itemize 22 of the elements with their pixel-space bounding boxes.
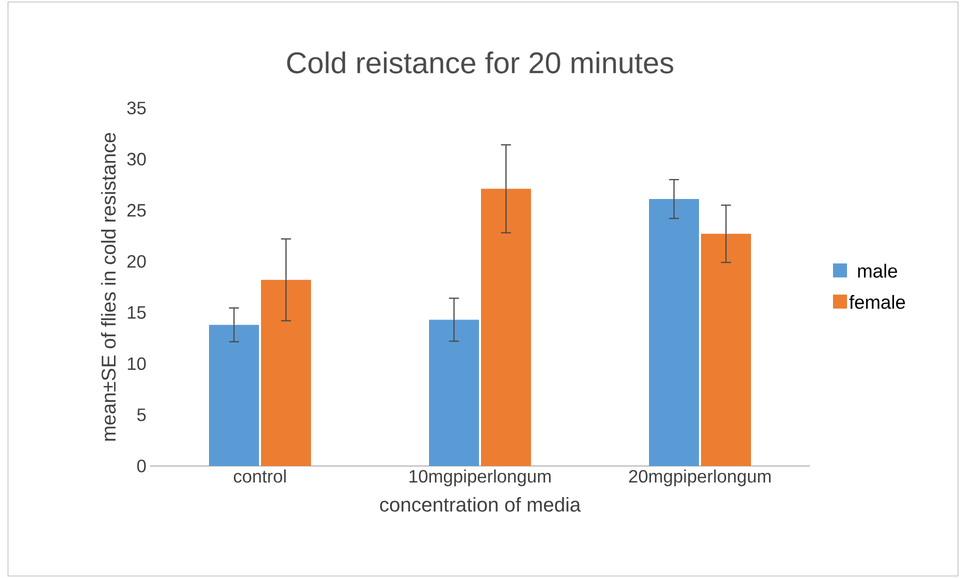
y-tick-label: 10	[128, 357, 146, 370]
x-axis-title: concentration of media	[380, 497, 581, 512]
y-axis-title: mean±SE of flies in cold resistance	[101, 132, 116, 441]
bar	[209, 324, 260, 466]
legend-label: male	[858, 264, 898, 278]
bar	[429, 320, 480, 466]
y-tick-label: 30	[127, 152, 146, 166]
chart-title: Cold reistance for 20 minutes	[287, 51, 674, 74]
x-tick-label: control	[234, 470, 286, 483]
y-tick-label: 25	[127, 204, 146, 217]
y-tick-label: 5	[137, 408, 146, 422]
bar	[260, 280, 311, 466]
y-tick-label: 0	[137, 460, 146, 472]
y-tick-label: 20	[127, 255, 146, 268]
bar	[701, 234, 751, 466]
x-tick-label: 20mgpiperlongum	[629, 470, 771, 486]
x-tick-label: 10mgpiperlongum	[410, 470, 551, 486]
y-tick-label: 15	[128, 306, 146, 319]
legend-label: female	[849, 294, 905, 309]
y-tick-label: 35	[127, 102, 146, 114]
bar	[481, 188, 531, 466]
bar	[649, 199, 700, 466]
